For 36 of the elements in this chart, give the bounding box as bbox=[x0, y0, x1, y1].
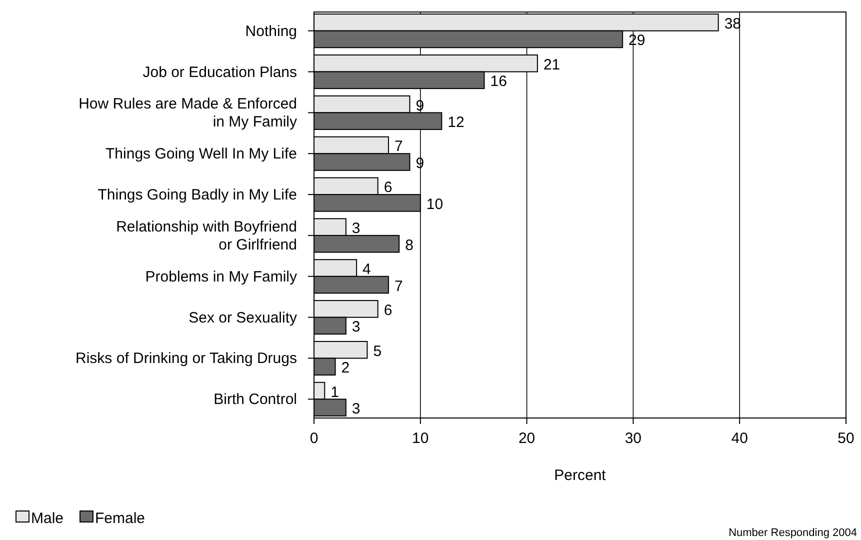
data-label: 21 bbox=[543, 56, 560, 74]
data-label: 5 bbox=[373, 342, 382, 360]
data-label: 7 bbox=[394, 138, 403, 156]
x-tick-label: 40 bbox=[731, 430, 748, 447]
data-label: 4 bbox=[362, 261, 371, 278]
y-tick-label: Relationship with Boyfriend or Girlfriend bbox=[116, 218, 297, 254]
y-tick-label: Things Going Well In My Life bbox=[106, 146, 297, 163]
y-tick-label: Risks of Drinking or Taking Drugs bbox=[76, 350, 297, 368]
data-label: 7 bbox=[394, 278, 403, 295]
legend-label: Female bbox=[95, 510, 146, 527]
data-label: 3 bbox=[352, 400, 360, 418]
text: Number Responding 2004 bbox=[728, 527, 857, 539]
y-tick-label: Nothing bbox=[245, 22, 297, 40]
data-label: 6 bbox=[384, 179, 392, 196]
data-label: 8 bbox=[405, 236, 414, 254]
data-label: 16 bbox=[490, 73, 507, 90]
y-tick-label: Problems in My Family bbox=[145, 268, 298, 286]
y-tick-label: Sex or Sexuality bbox=[188, 309, 298, 326]
x-tick-label: 0 bbox=[310, 430, 318, 447]
x-tick-label: 30 bbox=[624, 430, 642, 447]
y-tick-label: How Rules are Made & Enforced in My Family bbox=[78, 96, 298, 131]
y-tick-label: Birth Control bbox=[214, 391, 297, 408]
x-axis-title: Percent bbox=[554, 467, 607, 484]
data-label: 6 bbox=[384, 302, 392, 319]
data-label: 12 bbox=[448, 114, 464, 132]
y-tick-label: Job or Education Plans bbox=[142, 64, 297, 81]
x-tick-label: 50 bbox=[838, 430, 854, 447]
y-tick-label: Things Going Badly in My Life bbox=[98, 186, 297, 204]
data-label: 2 bbox=[341, 360, 350, 377]
legend-label: Male bbox=[31, 510, 64, 527]
data-label: 3 bbox=[352, 318, 360, 336]
data-label: 1 bbox=[330, 384, 339, 401]
x-tick-label: 20 bbox=[518, 430, 536, 447]
data-label: 3 bbox=[352, 220, 360, 238]
x-tick-label: 10 bbox=[412, 430, 429, 447]
data-label: 10 bbox=[426, 196, 444, 213]
